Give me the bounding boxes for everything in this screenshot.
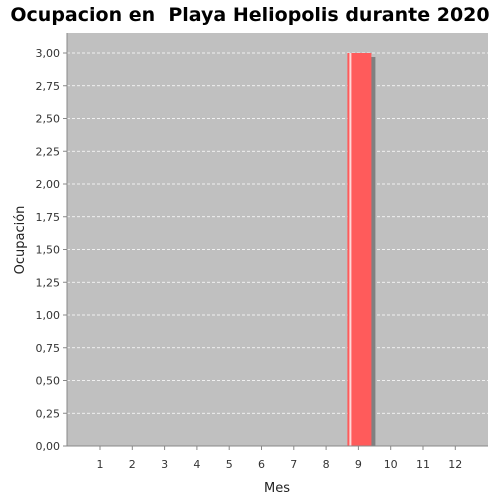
plot-area: [67, 33, 488, 446]
x-tick-label: 8: [323, 458, 330, 471]
x-tick-label: 9: [355, 458, 362, 471]
y-tick-label: 2,75: [36, 80, 61, 93]
x-tick-label: 5: [226, 458, 233, 471]
y-tick-label: 2,25: [36, 145, 61, 158]
y-tick-label: 1,75: [36, 211, 61, 224]
x-tick-label: 3: [161, 458, 168, 471]
chart-title: Ocupacion en Playa Heliopolis durante 20…: [10, 4, 490, 26]
y-tick-label: 0,25: [36, 407, 61, 420]
x-axis-label: Mes: [264, 481, 290, 496]
y-tick-label: 1,25: [36, 276, 61, 289]
gridlines: [67, 52, 488, 414]
x-tick-label: 11: [416, 458, 430, 471]
x-tick-label: 4: [193, 458, 200, 471]
x-tick-label: 6: [258, 458, 265, 471]
y-axis-label: Ocupación: [13, 206, 28, 275]
x-tick-label: 2: [129, 458, 136, 471]
x-tick-label: 7: [290, 458, 297, 471]
y-tick-label: 2,50: [36, 113, 61, 126]
y-tick-label: 1,00: [36, 309, 61, 322]
y-tick-label: 3,00: [36, 47, 61, 60]
y-tick-label: 0,50: [36, 375, 61, 388]
y-tick-label: 0,00: [36, 440, 61, 453]
x-tick-label: 1: [97, 458, 104, 471]
y-tick-label: 1,50: [36, 244, 61, 257]
x-ticks: 1 2 3 4 5 6 7 8 9 10 11 12: [97, 446, 462, 471]
y-ticks: 0,00 0,25 0,50 0,75 1,00 1,25 1,50 1,75 2,00 2,25…: [36, 47, 67, 453]
x-tick-label: 12: [448, 458, 462, 471]
x-tick-label: 10: [384, 458, 398, 471]
bar: [347, 53, 376, 446]
bars: [347, 53, 376, 446]
y-tick-label: 2,00: [36, 178, 61, 191]
y-tick-label: 0,75: [36, 342, 61, 355]
